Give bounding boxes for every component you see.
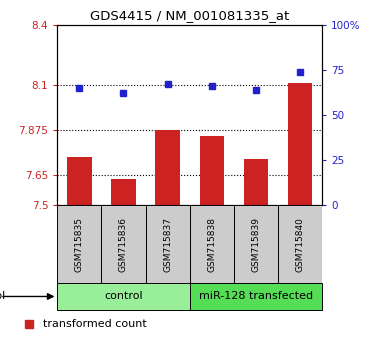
Text: GSM715839: GSM715839	[251, 217, 260, 272]
FancyBboxPatch shape	[278, 205, 322, 283]
Title: GDS4415 / NM_001081335_at: GDS4415 / NM_001081335_at	[90, 9, 289, 22]
FancyBboxPatch shape	[57, 283, 189, 310]
Bar	[199, 136, 224, 205]
Text: GSM715835: GSM715835	[75, 217, 84, 272]
FancyBboxPatch shape	[101, 205, 145, 283]
Text: miR-128 transfected: miR-128 transfected	[199, 291, 313, 302]
Text: transformed count: transformed count	[43, 319, 147, 329]
Bar	[243, 159, 268, 205]
Text: control: control	[104, 291, 143, 302]
Bar	[288, 83, 312, 205]
Text: protocol: protocol	[0, 291, 6, 302]
FancyBboxPatch shape	[57, 205, 101, 283]
Text: GSM715837: GSM715837	[163, 217, 172, 272]
Text: GSM715838: GSM715838	[207, 217, 216, 272]
Bar	[111, 179, 136, 205]
Text: GSM715836: GSM715836	[119, 217, 128, 272]
Bar	[155, 130, 180, 205]
FancyBboxPatch shape	[189, 205, 234, 283]
Bar	[67, 157, 91, 205]
FancyBboxPatch shape	[189, 283, 322, 310]
Text: GSM715840: GSM715840	[295, 217, 305, 272]
FancyBboxPatch shape	[234, 205, 278, 283]
FancyBboxPatch shape	[145, 205, 189, 283]
